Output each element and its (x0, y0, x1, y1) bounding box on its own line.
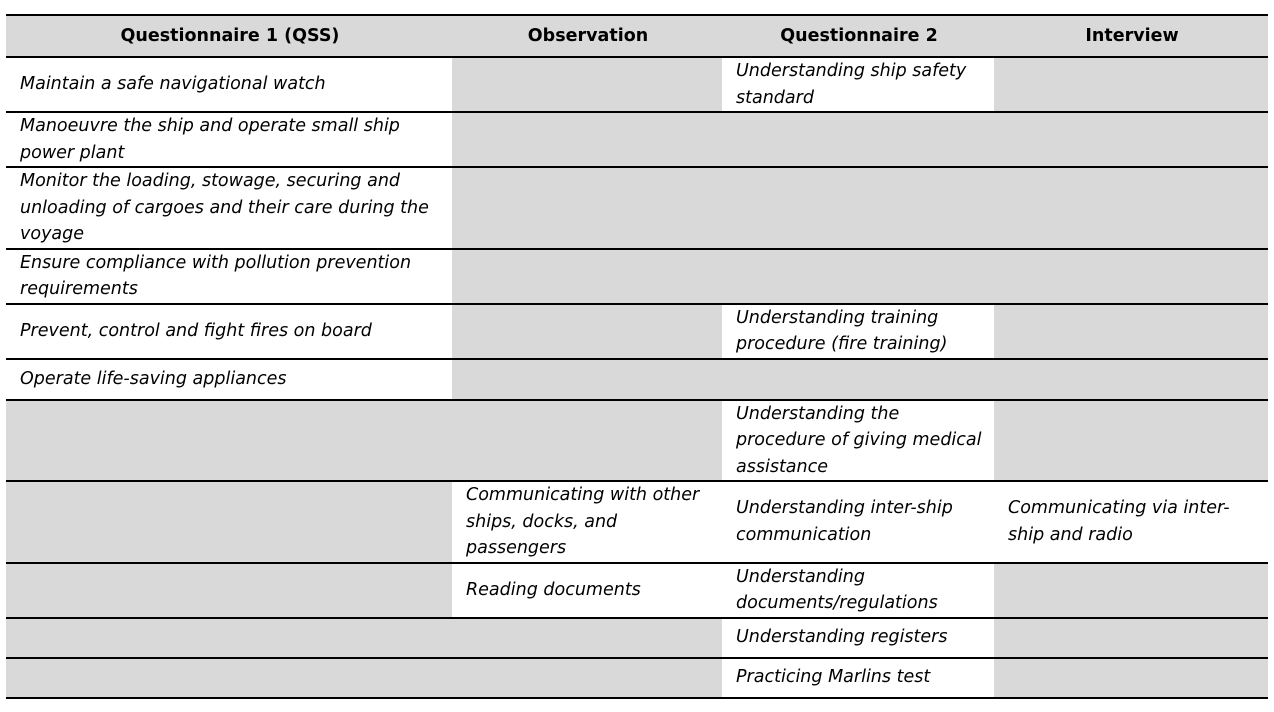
interview-cell (994, 398, 1268, 482)
observation-cell (452, 247, 722, 305)
observation-cell: Reading documents (452, 561, 722, 619)
questionnaire-1-cell (6, 398, 452, 482)
questionnaire-2-cell (722, 357, 994, 401)
observation-cell (452, 166, 722, 250)
questionnaire-1-cell (6, 480, 452, 564)
interview-cell (994, 357, 1268, 401)
table-row: Ensure compliance with pollution prevent… (6, 247, 1268, 305)
observation-cell (452, 616, 722, 659)
interview-cell: Communicating via inter-ship and radio (994, 480, 1268, 564)
questionnaire-1-cell: Maintain a safe navigational watch (6, 56, 452, 113)
table-row: Operate life-saving appliances (6, 357, 1268, 401)
questionnaire-2-cell: Understanding registers (722, 616, 994, 659)
questionnaire-2-cell: Understanding documents/regulations (722, 561, 994, 619)
questionnaire-1-cell: Monitor the loading, stowage, securing a… (6, 166, 452, 250)
questionnaire-1-cell: Prevent, control and fight fires on boar… (6, 302, 452, 360)
questionnaire-1-cell (6, 616, 452, 659)
header-questionnaire-2: Questionnaire 2 (722, 14, 994, 58)
questionnaire-2-cell (722, 247, 994, 305)
table-row: Manoeuvre the ship and operate small shi… (6, 111, 1268, 168)
questionnaire-1-cell: Operate life-saving appliances (6, 357, 452, 401)
observation-cell (452, 656, 722, 699)
table-row: Prevent, control and fight fires on boar… (6, 302, 1268, 360)
interview-cell (994, 561, 1268, 619)
table-row: Understanding the procedure of giving me… (6, 398, 1268, 482)
header-observation: Observation (452, 14, 722, 58)
questionnaire-2-cell: Understanding the procedure of giving me… (722, 398, 994, 482)
observation-cell (452, 111, 722, 168)
observation-cell: Communicating with other ships, docks, a… (452, 480, 722, 564)
table-row: Understanding registers (6, 616, 1268, 659)
table-row: Maintain a safe navigational watch Unders… (6, 56, 1268, 113)
interview-cell (994, 56, 1268, 113)
questionnaire-2-cell: Understanding inter-ship communication (722, 480, 994, 564)
header-interview: Interview (994, 14, 1268, 58)
questionnaire-1-cell (6, 561, 452, 619)
table-row: Communicating with other ships, docks, a… (6, 480, 1268, 564)
observation-cell (452, 302, 722, 360)
observation-cell (452, 357, 722, 401)
interview-cell (994, 302, 1268, 360)
table-row: Reading documents Understanding documents… (6, 561, 1268, 619)
header-questionnaire-1: Questionnaire 1 (QSS) (6, 14, 452, 58)
table-row: Monitor the loading, stowage, securing a… (6, 166, 1268, 250)
questionnaire-2-cell: Practicing Marlins test (722, 656, 994, 699)
questionnaire-2-cell (722, 166, 994, 250)
observation-cell (452, 56, 722, 113)
questionnaire-2-cell (722, 111, 994, 168)
interview-cell (994, 166, 1268, 250)
questionnaire-2-cell: Understanding ship safety standard (722, 56, 994, 113)
observation-cell (452, 398, 722, 482)
table-row: Practicing Marlins test (6, 656, 1268, 699)
interview-cell (994, 656, 1268, 699)
competency-table: Questionnaire 1 (QSS) Observation Questi… (6, 14, 1268, 699)
header-row: Questionnaire 1 (QSS) Observation Questi… (6, 14, 1268, 58)
interview-cell (994, 111, 1268, 168)
questionnaire-2-cell: Understanding training procedure (fire t… (722, 302, 994, 360)
questionnaire-1-cell: Ensure compliance with pollution prevent… (6, 247, 452, 305)
interview-cell (994, 616, 1268, 659)
questionnaire-1-cell (6, 656, 452, 699)
questionnaire-1-cell: Manoeuvre the ship and operate small shi… (6, 111, 452, 168)
interview-cell (994, 247, 1268, 305)
